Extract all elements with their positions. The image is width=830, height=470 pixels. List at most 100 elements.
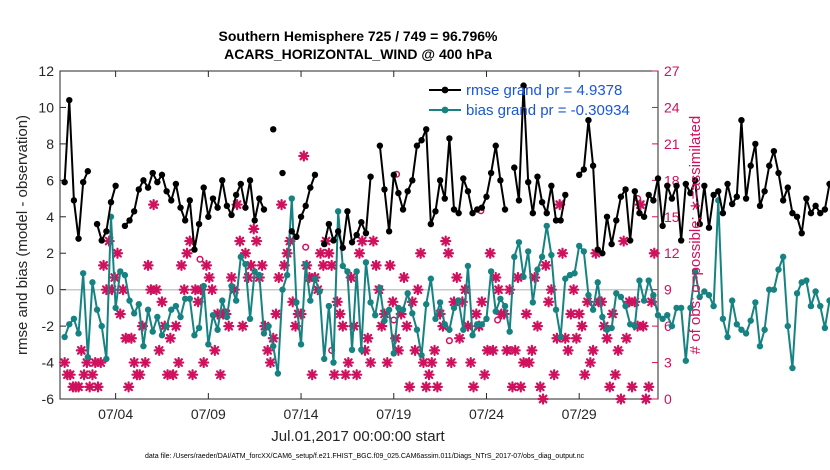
obs-star-stroke <box>488 346 498 355</box>
bias-point <box>163 322 170 330</box>
rmse-point <box>205 213 212 220</box>
bias-point <box>696 293 703 301</box>
obs-assimilated-marker <box>526 344 538 357</box>
obs-star-stroke <box>427 358 437 367</box>
obs-star-stroke <box>277 200 286 210</box>
obs-possible-marker <box>302 243 310 251</box>
obs-assimilated-marker <box>626 381 638 393</box>
rmse-point <box>779 197 787 204</box>
bias-point <box>497 295 504 302</box>
rmse-point <box>673 182 680 189</box>
obs-star-stroke <box>171 321 181 331</box>
obs-star-stroke <box>88 370 97 380</box>
rmse-point <box>766 162 773 169</box>
obs-star-stroke <box>341 370 350 380</box>
bias-point <box>436 299 444 306</box>
bias-point <box>677 304 685 312</box>
bias-point <box>659 315 666 323</box>
bias-point <box>580 248 588 255</box>
bias-point <box>455 297 462 304</box>
rmse-point <box>334 228 342 235</box>
obs-assimilated-marker <box>153 344 165 357</box>
obs-assimilated-marker <box>364 356 377 369</box>
bias-point <box>130 310 138 317</box>
bias-point <box>733 321 741 328</box>
obs-assimilated-marker <box>453 332 466 344</box>
obs-assimilated-marker <box>531 320 544 332</box>
bias-point <box>682 357 690 364</box>
bias-point <box>538 253 546 261</box>
bias-point <box>251 268 258 275</box>
obs-star-stroke <box>421 382 431 392</box>
bias-point <box>529 299 537 306</box>
obs-star-stroke <box>179 285 189 295</box>
rmse-point <box>84 168 92 175</box>
rmse-point <box>478 204 486 211</box>
obs-assimilated-marker <box>618 235 630 247</box>
rmse-point <box>219 177 226 184</box>
rmse-point <box>353 231 360 239</box>
y-right-tick-label: 12 <box>664 245 680 261</box>
obs-assimilated-marker <box>604 381 616 393</box>
y-right-tick-label: 27 <box>664 63 680 79</box>
obs-assimilated-marker <box>256 259 268 271</box>
chart-title: Southern Hemisphere 725 / 749 = 96.796% <box>219 28 499 44</box>
obs-star-stroke <box>602 333 612 343</box>
obs-assimilated-marker <box>412 284 424 296</box>
rmse-point <box>302 202 309 210</box>
obs-star-stroke <box>65 370 75 380</box>
x-tick-label: 07/04 <box>98 406 133 422</box>
bias-point <box>325 302 333 310</box>
obs-assimilated-marker <box>323 247 335 259</box>
obs-star-stroke <box>527 346 537 355</box>
y-tick-label: 6 <box>46 172 54 188</box>
obs-assimilated-marker <box>465 356 477 369</box>
obs-assimilated-marker <box>306 369 318 381</box>
legend: rmse grand pr = 4.9378 bias grand pr = -… <box>429 82 630 119</box>
rmse-point <box>515 197 523 204</box>
obs-star-stroke <box>274 273 284 282</box>
obs-assimilated-marker <box>200 259 213 271</box>
obs-assimilated-marker <box>142 259 154 271</box>
obs-assimilated-marker <box>484 247 496 259</box>
rmse-point <box>432 208 439 215</box>
obs-star-stroke <box>143 260 153 270</box>
rmse-point <box>557 217 564 224</box>
rmse-point <box>826 180 830 188</box>
bias-point <box>571 270 578 277</box>
bias-point <box>784 322 791 330</box>
rmse-point <box>599 250 606 257</box>
rmse-point <box>246 177 254 184</box>
obs-star-stroke <box>266 358 275 367</box>
obs-star-stroke <box>193 297 203 307</box>
obs-assimilated-marker <box>451 271 463 284</box>
bias-point <box>149 328 156 335</box>
bias-point <box>265 322 272 330</box>
obs-star-stroke <box>452 273 462 282</box>
bias-point <box>441 321 448 328</box>
rmse-point <box>821 206 829 213</box>
obs-star-stroke <box>521 309 531 319</box>
obs-star-stroke <box>385 260 395 270</box>
rmse-point <box>613 217 620 224</box>
rmse-series <box>61 82 830 257</box>
bias-point <box>515 239 523 246</box>
y-right-tick-label: 9 <box>664 282 672 298</box>
bias-point <box>237 253 244 261</box>
rmse-point <box>501 206 509 213</box>
bias-point <box>418 352 425 359</box>
obs-assimilated-marker <box>75 344 87 357</box>
obs-star-stroke <box>649 248 659 258</box>
obs-star-stroke <box>446 358 456 367</box>
obs-star-stroke <box>355 248 364 258</box>
obs-assimilated-marker <box>381 356 393 369</box>
rmse-point <box>144 184 152 191</box>
bias-point <box>803 277 810 284</box>
obs-star-stroke <box>627 382 637 392</box>
bias-series <box>61 195 830 377</box>
y-tick-label: 4 <box>46 209 54 225</box>
obs-assimilated-marker <box>206 284 218 296</box>
obs-star-stroke <box>118 285 128 295</box>
rmse-point <box>789 209 796 217</box>
rmse-point <box>107 199 115 206</box>
